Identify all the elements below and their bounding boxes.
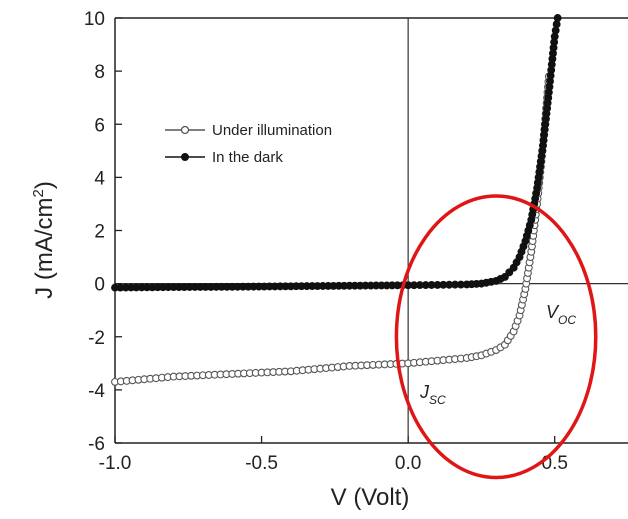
highlight-ellipse: [394, 194, 598, 480]
voc-annotation: VOC: [546, 302, 576, 327]
legend-marker-illumination: [180, 125, 190, 135]
x-axis-label: V (Volt): [331, 484, 410, 511]
jsc-annotation: JSC: [419, 382, 446, 407]
x-tick-label: -1.0: [99, 453, 132, 474]
x-tick-label: 0.0: [395, 453, 421, 474]
legend-label-dark: In the dark: [212, 149, 283, 166]
y-tick-label: 0: [94, 275, 105, 296]
y-tick-label: 8: [94, 62, 105, 83]
y-tick-label: 2: [94, 222, 105, 243]
y-axis-label-group: J (mA/cm2): [30, 181, 58, 299]
series-line-1: [114, 17, 559, 289]
svg-text:J (mA/cm2): J (mA/cm2): [30, 181, 58, 299]
y-axis-label: J (mA/cm: [31, 198, 58, 299]
x-tick-label: -0.5: [245, 453, 278, 474]
y-axis-label-superscript: 2: [30, 189, 47, 197]
y-tick-label: -4: [88, 381, 105, 402]
y-tick-label: -6: [88, 434, 105, 455]
y-tick-label: 10: [84, 9, 105, 30]
dark-data-point: [553, 14, 562, 22]
legend: Under illumination In the dark: [165, 122, 332, 166]
plot-area: -6 -4 -2 0 2 4 6 8 10 -1.0 -0.5 0.0 0.5: [84, 9, 628, 480]
dark-data-point: [500, 273, 509, 281]
legend-marker-dark: [181, 153, 189, 161]
dark-data-point: [505, 268, 514, 277]
y-tick-label: -2: [88, 328, 105, 349]
y-axis-label-close: ): [31, 181, 58, 189]
legend-label-illumination: Under illumination: [212, 122, 332, 139]
x-tick-label: 0.5: [542, 453, 568, 474]
y-tick-label: 6: [94, 115, 105, 136]
y-tick-label: 4: [94, 168, 105, 189]
